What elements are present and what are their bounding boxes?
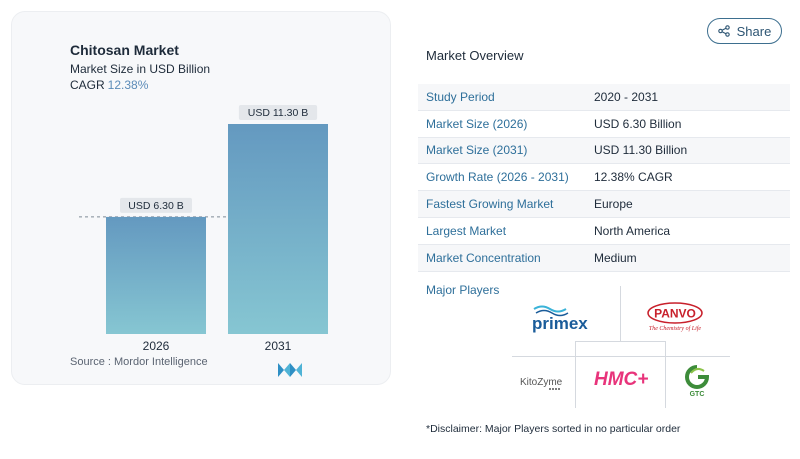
overview-row: Market Size (2031) USD 11.30 Billion [418,137,790,165]
bar-2026 [106,216,206,334]
overview-row-key: Study Period [426,89,495,104]
share-icon [717,25,730,37]
hmc-logo-text: HMC+ [594,369,648,390]
category-label: 2031 [265,339,292,353]
source-note: Source : Mordor Intelligence [70,356,208,368]
value-label-bg [238,105,318,120]
primex-logo-text: primex [532,314,588,333]
overview-row: Largest Market North America [418,218,790,245]
overview-row-value: USD 6.30 Billion [594,116,682,131]
value-label: USD 11.30 B [248,107,309,119]
value-label-bg [120,197,192,213]
overview-row: Market Concentration Medium [418,244,790,272]
overview-row: Market Size (2026) USD 6.30 Billion [418,111,790,138]
panvo-logo-text: PANVO [654,307,696,321]
overview-row-key: Fastest Growing Market [426,197,554,212]
grid-divider [575,341,576,408]
chart-cagr: CAGR 12.38% [70,78,148,92]
overview-row-value: North America [594,223,671,238]
overview-row-value: Medium [594,250,637,265]
bar-2031 [228,124,328,334]
overview-row: Fastest Growing Market Europe [418,191,790,218]
overview-row: Study Period 2020 - 2031 [418,84,790,111]
overview-row-key: Largest Market [426,223,507,238]
overview-row-key: Market Size (2031) [426,143,528,158]
overview-row-value: 12.38% CAGR [594,170,673,185]
value-label: USD 6.30 B [128,200,183,212]
chart-subtitle: Market Size in USD Billion [70,62,211,76]
grid-divider [512,356,730,357]
cagr-value: 12.38% [107,78,149,92]
overview-row: Growth Rate (2026 - 2031) 12.38% CAGR [418,164,790,192]
overview-row-value: 2020 - 2031 [594,89,659,104]
bar-chart: USD 6.30 B 2026 USD 11.30 B 2031 [79,105,329,353]
category-label: 2026 [143,339,170,353]
chart-title: Chitosan Market [70,42,179,58]
overview-row-key: Growth Rate (2026 - 2031) [426,170,569,185]
mordor-logo-icon [278,363,302,377]
disclaimer: *Disclaimer: Major Players sorted in no … [426,423,681,435]
panvo-tagline: The Chemistry of Life [649,325,702,332]
kitozyme-logo-text: KitoZyme [520,377,563,388]
gtc-logo: GTC [682,364,712,403]
share-button[interactable]: Share [707,18,782,44]
hmc-logo: HMC+ [592,366,654,395]
overview-title: Market Overview [426,48,524,63]
panvo-logo: PANVO The Chemistry of Life [646,302,704,339]
overview-row-key: Market Size (2026) [426,116,528,131]
grid-divider [620,286,621,341]
cagr-label: CAGR [70,78,105,92]
grid-divider [665,341,666,408]
gtc-logo-text: GTC [690,391,705,398]
overview-row-key: Market Concentration [426,250,541,265]
share-label: Share [736,23,772,39]
overview-table: Study Period 2020 - 2031 Market Size (2026… [418,84,790,272]
kitozyme-logo: KitoZyme [520,374,570,397]
overview-row-value: Europe [594,197,633,212]
grid-divider [575,341,666,342]
overview-row-value: USD 11.30 Billion [594,143,688,158]
major-players-label: Major Players [426,283,500,297]
primex-logo: primex [530,303,602,338]
